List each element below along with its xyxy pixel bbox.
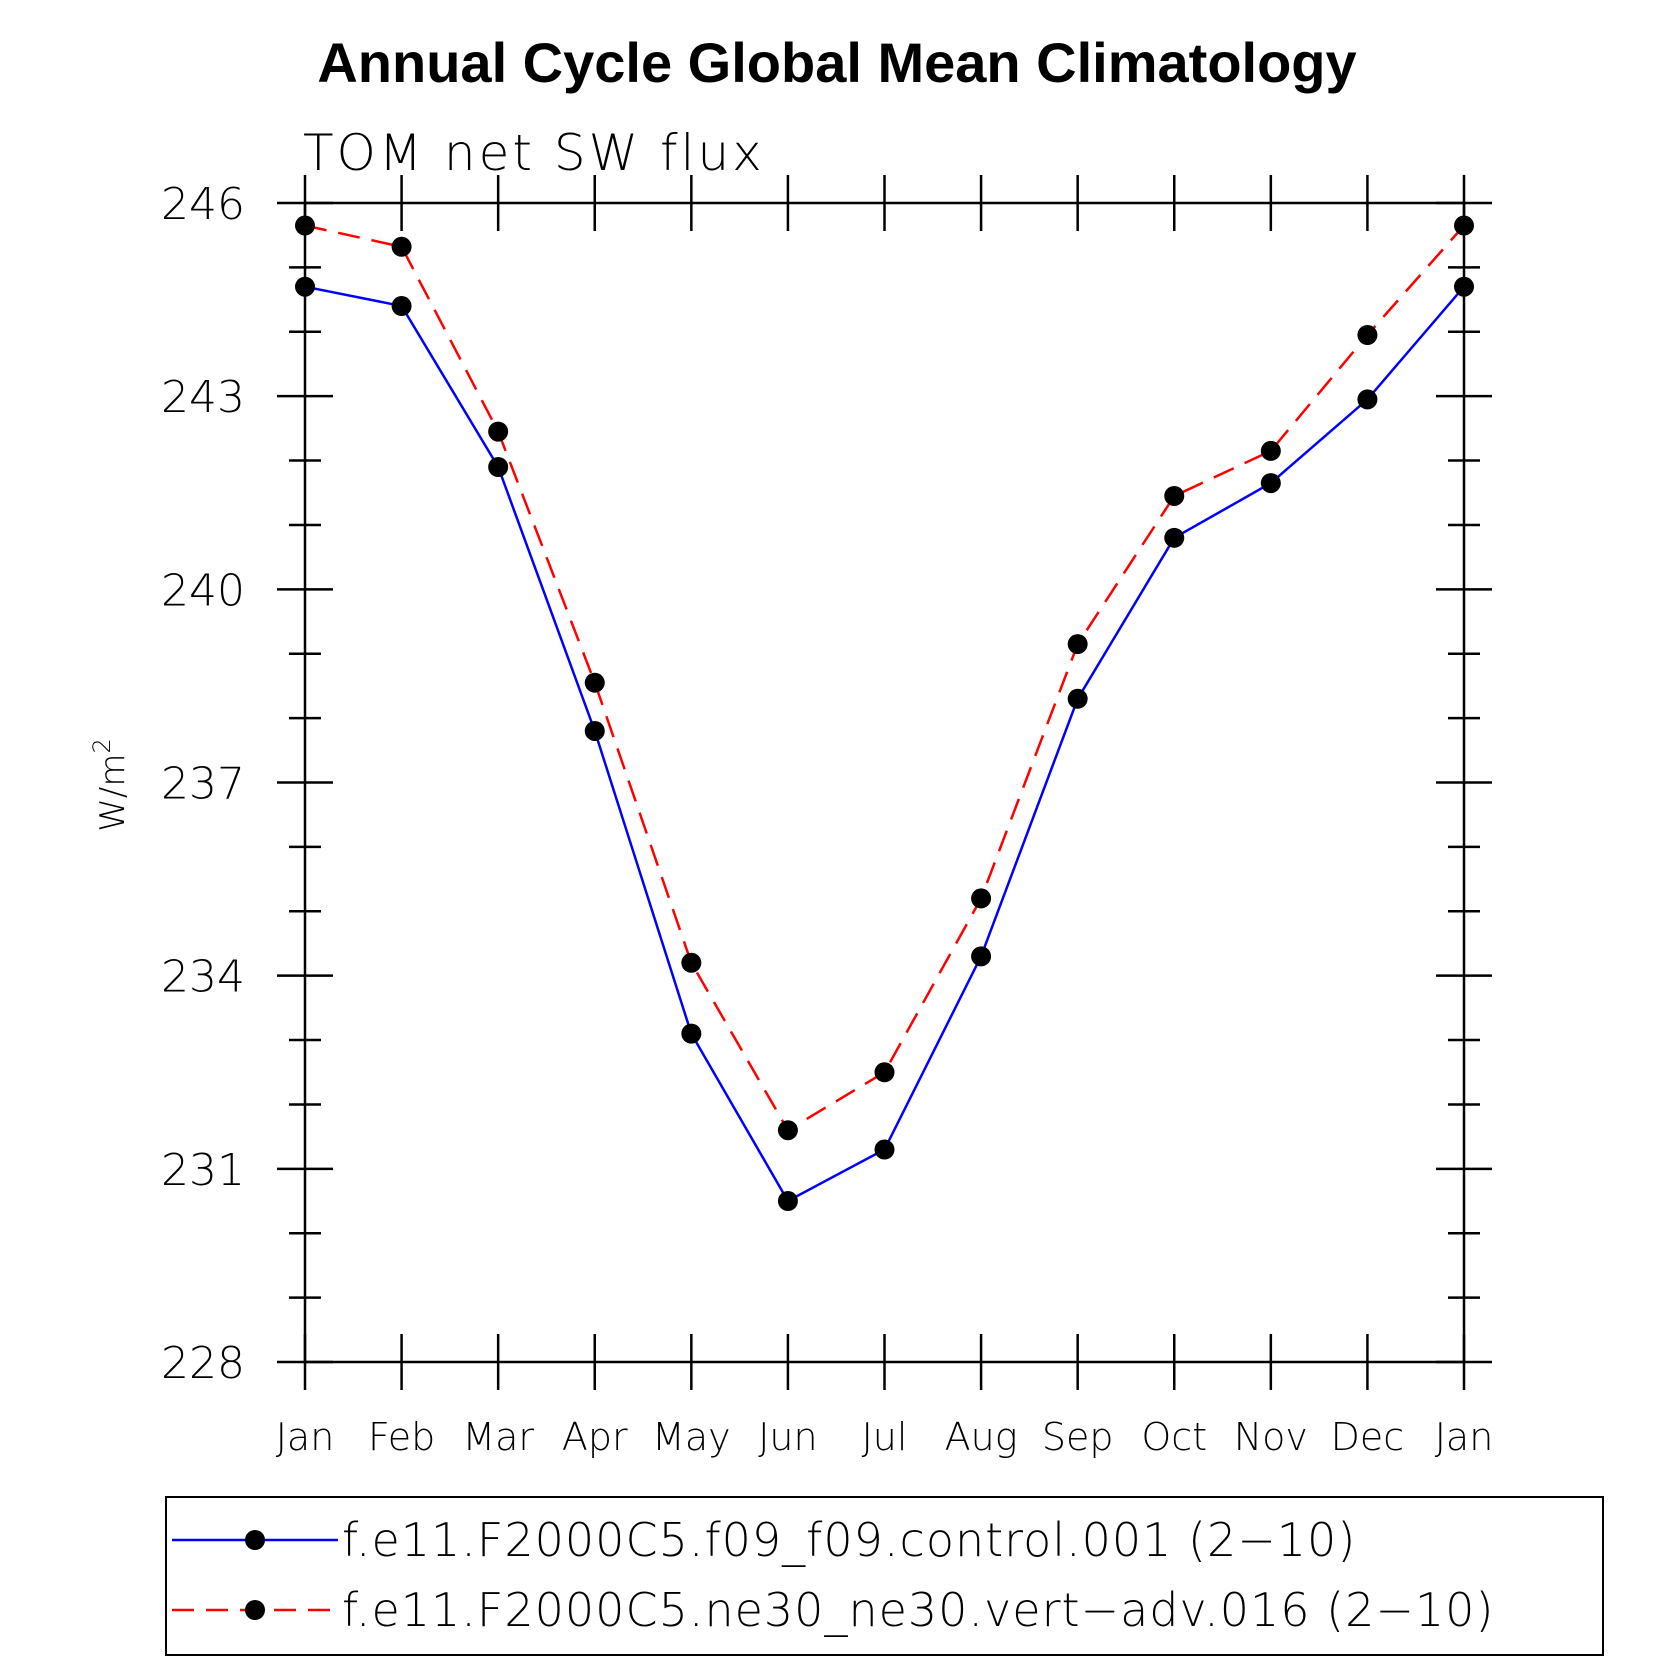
series-1-point (584, 672, 605, 693)
series-1-point (777, 1120, 798, 1141)
series-1-point (1260, 440, 1281, 461)
plot-frame (303, 201, 1466, 1364)
series-1-point (391, 236, 412, 257)
series-0-point (584, 720, 605, 741)
x-tick-label: Jan (276, 1415, 335, 1459)
series-0-point (874, 1139, 895, 1160)
x-tick-label: Aug (945, 1415, 1018, 1459)
chart-subtitle: TOM net SW flux (303, 124, 765, 182)
y-axis-label-superscript: 2 (88, 738, 116, 753)
series-0-point (488, 456, 509, 477)
y-axis-label-main: W/m (93, 754, 133, 832)
x-tick-label: Jan (1435, 1415, 1494, 1459)
series-1-point (488, 421, 509, 442)
x-tick-label: Sep (1042, 1415, 1114, 1459)
series-0-point (1067, 688, 1088, 709)
x-tick-label: Mar (462, 1415, 534, 1459)
legend-label-control: f.e11.F2000C5.f09_f09.control.001 (2−10) (342, 1513, 1356, 1567)
x-tick-label: Jun (758, 1415, 817, 1459)
series-0-point (391, 296, 412, 317)
plot-series (295, 215, 1474, 1212)
x-tick-label: Dec (1331, 1415, 1405, 1459)
series-0-point (681, 1023, 702, 1044)
series-0-point (1357, 389, 1378, 410)
legend-marker-control (245, 1530, 265, 1550)
legend-label-vert-adv: f.e11.F2000C5.ne30_ne30.vert−adv.016 (2−… (342, 1583, 1494, 1637)
series-line-1 (304, 224, 1465, 1132)
y-axis: 228 231 234 237 240 243 246 (161, 179, 1492, 1389)
series-0-point (777, 1191, 798, 1212)
series-0-point (1260, 473, 1281, 494)
legend: f.e11.F2000C5.f09_f09.control.001 (2−10)… (165, 1496, 1604, 1656)
x-axis: Jan Feb Mar Apr May Jun Jul Aug Sep Oct Nov Dec Jan (276, 175, 1494, 1459)
x-tick-label: Jul (862, 1415, 908, 1459)
series-1-point (874, 1062, 895, 1083)
series-0-point (971, 946, 992, 967)
series-1-point (1067, 634, 1088, 655)
series-0-point (1164, 527, 1185, 548)
x-tick-label: Apr (562, 1415, 628, 1459)
y-tick-label: 234 (161, 952, 245, 1003)
y-tick-label: 231 (161, 1145, 245, 1196)
y-axis-label: W/m2 (88, 738, 133, 831)
x-tick-label: Oct (1141, 1415, 1207, 1459)
series-1-point (681, 952, 702, 973)
y-tick-label: 228 (161, 1338, 245, 1389)
x-tick-label: Nov (1234, 1415, 1308, 1459)
chart-title: Annual Cycle Global Mean Climatology (317, 31, 1356, 94)
x-tick-label: Feb (368, 1415, 435, 1459)
y-tick-label: 246 (161, 179, 245, 230)
x-tick-label: May (652, 1415, 731, 1459)
y-tick-label: 237 (161, 759, 245, 810)
series-1-point (1357, 324, 1378, 345)
y-tick-label: 240 (161, 565, 245, 616)
legend-box (165, 1496, 1604, 1656)
series-1-point (1164, 485, 1185, 506)
y-tick-label: 243 (161, 372, 245, 423)
legend-marker-vert-adv (245, 1600, 265, 1620)
series-1-point (971, 888, 992, 909)
